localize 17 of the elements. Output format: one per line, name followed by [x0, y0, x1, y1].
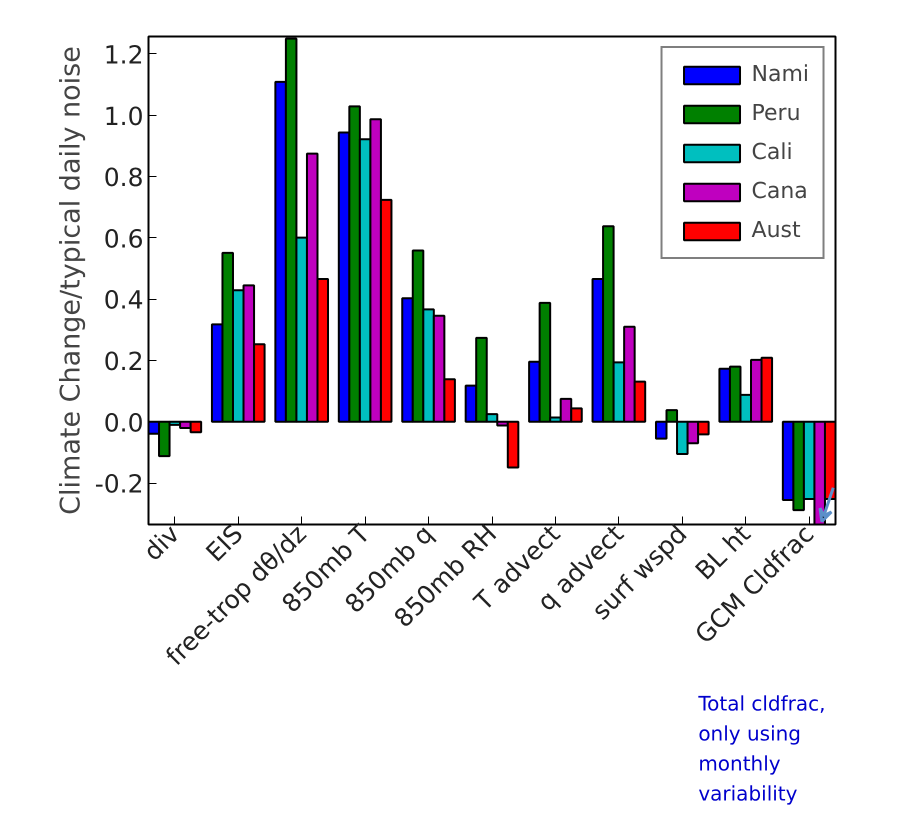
y-tick-label: 0.6 — [104, 224, 144, 254]
y-tick-label: 0.4 — [104, 286, 144, 315]
legend-label: Nami — [752, 62, 809, 87]
legend-label: Aust — [752, 218, 801, 243]
x-tick-label: div — [138, 519, 186, 566]
legend-label: Peru — [752, 101, 801, 126]
text: Total cldfrac, only using monthly variability — [697, 692, 826, 806]
y-tick-label: 0.8 — [104, 163, 144, 192]
legend-label: Cana — [752, 179, 808, 204]
x-tick-label: EIS — [200, 519, 249, 568]
y-tick-label: -0.2 — [94, 470, 144, 499]
legend-label: Cali — [752, 140, 793, 165]
y-axis-title: Climate Change/typical daily noise — [56, 46, 87, 515]
y-tick-label: 1.2 — [104, 40, 144, 70]
y-tick-label: 1.0 — [104, 102, 144, 131]
y-tick-label: 0.0 — [104, 408, 144, 438]
y-tick-label: 0.2 — [104, 347, 144, 376]
